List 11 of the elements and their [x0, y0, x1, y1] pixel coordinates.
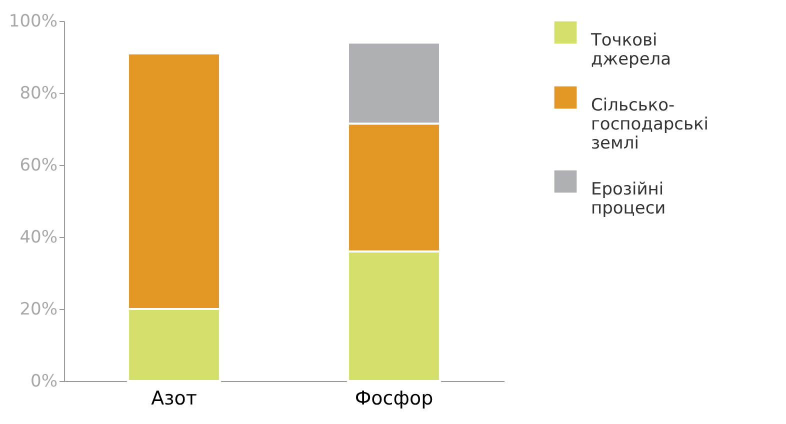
y-tick-label: 0% — [30, 372, 58, 392]
x-tick-label: Фосфор — [354, 388, 434, 410]
legend-label: Сільсько-господарські землі — [591, 96, 709, 154]
x-tick-label: Азот — [151, 388, 197, 410]
y-tick-label: 80% — [20, 84, 58, 104]
y-tick-label: 60% — [20, 156, 58, 176]
legend-label: Ерозійні процеси — [591, 180, 666, 218]
y-tick-label: 20% — [20, 300, 58, 320]
y-tick-label: 40% — [20, 228, 58, 248]
y-tick-label: 100% — [8, 12, 58, 32]
legend-label: Точкові джерела — [590, 30, 672, 70]
